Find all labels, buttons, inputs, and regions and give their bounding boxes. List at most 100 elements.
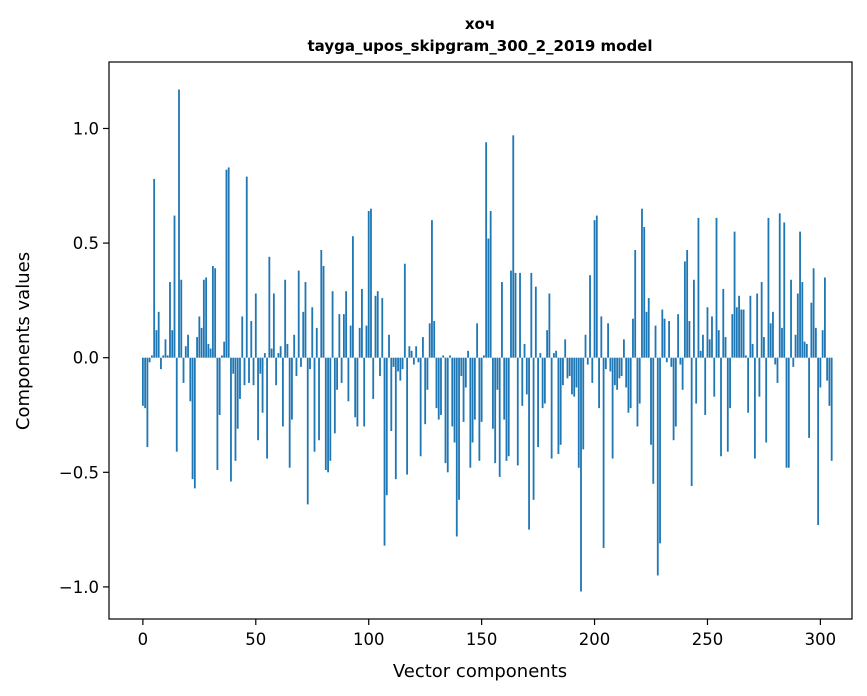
- bar-164: [512, 135, 515, 358]
- bar-303: [826, 357, 829, 381]
- bar-167: [519, 272, 521, 358]
- bar-231: [663, 318, 666, 358]
- bar-77: [315, 327, 318, 358]
- bar-88: [340, 357, 343, 383]
- bar-282: [778, 213, 781, 358]
- bar-250: [706, 307, 709, 358]
- bar-234: [670, 357, 673, 367]
- bar-9: [162, 355, 165, 358]
- bar-153: [487, 238, 490, 358]
- bar-5: [153, 178, 156, 358]
- bar-127: [428, 323, 431, 358]
- bar-11: [166, 355, 169, 358]
- bar-48: [250, 321, 253, 358]
- bar-3: [148, 357, 151, 363]
- bar-246: [697, 217, 700, 358]
- bar-150: [480, 357, 483, 422]
- bar-113: [397, 357, 399, 372]
- bar-55: [266, 357, 268, 459]
- bar-40: [232, 357, 235, 374]
- bar-214: [625, 357, 628, 388]
- bar-271: [753, 357, 756, 459]
- y-tick-label: −0.5: [59, 463, 99, 482]
- bar-43: [239, 357, 241, 399]
- bar-269: [749, 295, 752, 358]
- bar-15: [175, 357, 178, 452]
- bar-228: [656, 357, 659, 576]
- bar-148: [476, 323, 479, 358]
- bar-93: [352, 236, 354, 358]
- bar-104: [376, 291, 379, 358]
- bar-298: [814, 327, 817, 358]
- bar-86: [336, 357, 338, 390]
- bar-118: [408, 346, 411, 358]
- bar-274: [760, 282, 763, 358]
- bar-124: [422, 337, 424, 358]
- bar-53: [261, 357, 264, 413]
- bar-131: [437, 357, 440, 420]
- bar-178: [543, 357, 546, 404]
- bar-14: [173, 215, 176, 358]
- bar-204: [602, 357, 605, 548]
- bar-290: [796, 293, 799, 358]
- bar-220: [638, 357, 641, 404]
- bar-110: [390, 357, 393, 432]
- bar-26: [200, 327, 203, 358]
- bar-233: [668, 321, 670, 358]
- bar-83: [329, 357, 332, 461]
- bar-136: [449, 355, 451, 358]
- bar-296: [810, 302, 813, 358]
- bar-41: [234, 357, 237, 461]
- bar-0: [141, 357, 144, 406]
- bar-177: [541, 357, 544, 409]
- bar-200: [593, 220, 596, 358]
- bar-103: [374, 295, 377, 358]
- bar-69: [297, 270, 300, 358]
- bar-128: [431, 220, 433, 358]
- bar-61: [279, 346, 282, 358]
- bar-264: [738, 295, 740, 358]
- bar-190: [571, 357, 573, 395]
- x-tick-label: 250: [692, 630, 724, 649]
- bar-205: [604, 357, 607, 370]
- bar-196: [584, 334, 587, 358]
- plot-frame: [108, 61, 853, 620]
- bar-70: [300, 357, 302, 367]
- bar-223: [645, 311, 648, 358]
- bar-236: [674, 357, 677, 427]
- bar-224: [647, 298, 650, 358]
- bar-13: [171, 330, 174, 358]
- bar-60: [277, 353, 280, 358]
- bar-151: [482, 355, 485, 358]
- bar-192: [575, 357, 578, 388]
- bar-29: [207, 343, 210, 358]
- bar-143: [464, 357, 467, 388]
- bar-219: [636, 357, 639, 427]
- bar-59: [275, 357, 278, 386]
- bar-258: [724, 337, 727, 358]
- bar-239: [681, 357, 684, 390]
- bar-211: [618, 357, 621, 379]
- bar-32: [214, 268, 217, 358]
- x-tick-label: 300: [805, 630, 837, 649]
- bar-275: [763, 337, 765, 358]
- bar-1: [144, 357, 147, 409]
- bar-52: [259, 357, 262, 374]
- bar-241: [686, 249, 689, 358]
- bar-25: [198, 316, 201, 358]
- bar-21: [189, 357, 192, 402]
- bar-160: [503, 357, 506, 420]
- bar-221: [641, 208, 643, 358]
- bar-279: [772, 311, 774, 358]
- bar-225: [650, 357, 652, 445]
- chart-subtitle: tayga_upos_skipgram_300_2_2019 model: [308, 37, 653, 55]
- x-axis-ticks: 0 50 100 150 200 250 300: [138, 619, 837, 649]
- bar-183: [555, 350, 558, 358]
- bar-265: [740, 309, 743, 358]
- bar-181: [550, 357, 553, 459]
- bar-152: [485, 142, 488, 358]
- bar-242: [688, 321, 691, 358]
- bar-284: [783, 222, 786, 358]
- bar-176: [539, 353, 542, 358]
- bar-147: [473, 357, 476, 420]
